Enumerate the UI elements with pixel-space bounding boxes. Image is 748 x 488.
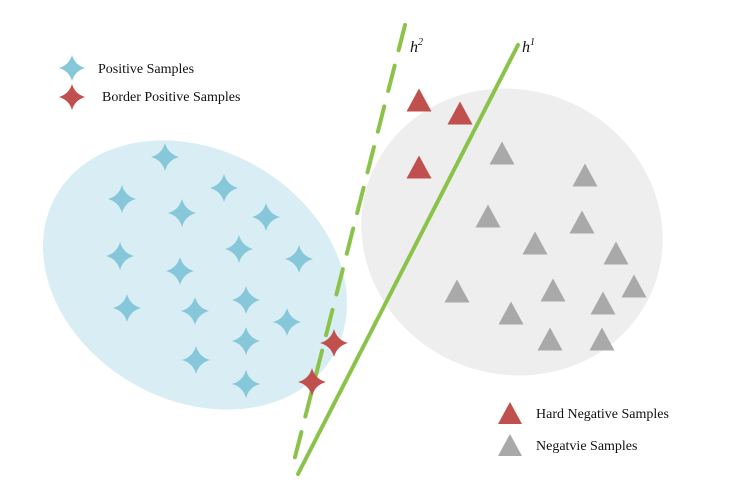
positive-sample-star-icon: [210, 174, 238, 202]
h2-label: h2: [410, 37, 423, 56]
positive-sample-star-icon: [285, 245, 313, 273]
legend-positive-label: Positive Samples: [98, 62, 194, 77]
negative-sample-triangle-icon: [522, 231, 548, 255]
h1-boundary-line: [296, 43, 520, 476]
positive-sample-star-icon: [168, 199, 196, 227]
negative-sample-triangle-icon: [498, 301, 524, 325]
samples: [106, 88, 647, 398]
positive-sample-star-icon: [166, 257, 194, 285]
positive-sample-star-icon: [181, 297, 209, 325]
legend-negative-label: Negatvie Samples: [536, 439, 637, 454]
negative-region: [361, 88, 663, 376]
negative-sample-triangle-icon: [540, 278, 566, 302]
positive-sample-star-icon: [273, 308, 301, 336]
positive-sample-star-icon: [232, 286, 260, 314]
legend-hard-negative-label: Hard Negative Samples: [536, 407, 669, 422]
positive-sample-star-icon: [252, 203, 280, 231]
border-positive-sample-star-icon: [298, 368, 326, 396]
hard-negative-sample-triangle-icon: [447, 101, 473, 125]
hard-negative-sample-triangle-icon: [406, 88, 432, 112]
legend-border-positive-star-icon: [59, 84, 85, 110]
h2-label-superscript: 2: [418, 37, 423, 48]
negative-sample-triangle-icon: [444, 279, 470, 303]
legend: Positive Samples Border Positive Samples…: [59, 55, 669, 457]
negative-sample-triangle-icon: [572, 163, 598, 187]
h2-label-letter: h: [410, 39, 418, 56]
positive-sample-star-icon: [232, 327, 260, 355]
negative-sample-triangle-icon: [569, 210, 595, 234]
h1-label: h1: [522, 37, 535, 56]
negative-sample-triangle-icon: [537, 327, 563, 351]
positive-sample-star-icon: [225, 235, 253, 263]
h1-label-letter: h: [522, 39, 530, 56]
h1-label-superscript: 1: [530, 37, 535, 48]
positive-sample-star-icon: [108, 185, 136, 213]
legend-border-positive-label: Border Positive Samples: [102, 90, 240, 105]
negative-sample-triangle-icon: [489, 141, 515, 165]
negative-sample-triangle-icon: [603, 241, 629, 265]
negative-sample-triangle-icon: [475, 204, 501, 228]
positive-sample-star-icon: [106, 242, 134, 270]
negative-sample-triangle-icon: [590, 291, 616, 315]
border-positive-sample-star-icon: [320, 329, 348, 357]
positive-sample-star-icon: [151, 143, 179, 171]
legend-hard-negative-triangle-icon: [498, 401, 522, 425]
positive-sample-star-icon: [113, 294, 141, 322]
legend-negative-triangle-icon: [498, 433, 522, 457]
positive-sample-star-icon: [182, 346, 210, 374]
negative-sample-triangle-icon: [589, 327, 615, 351]
positive-sample-star-icon: [232, 370, 260, 398]
negative-sample-triangle-icon: [621, 274, 647, 298]
positive-region: [42, 140, 348, 410]
hard-negative-sample-triangle-icon: [406, 155, 432, 179]
legend-positive-star-icon: [59, 55, 85, 81]
